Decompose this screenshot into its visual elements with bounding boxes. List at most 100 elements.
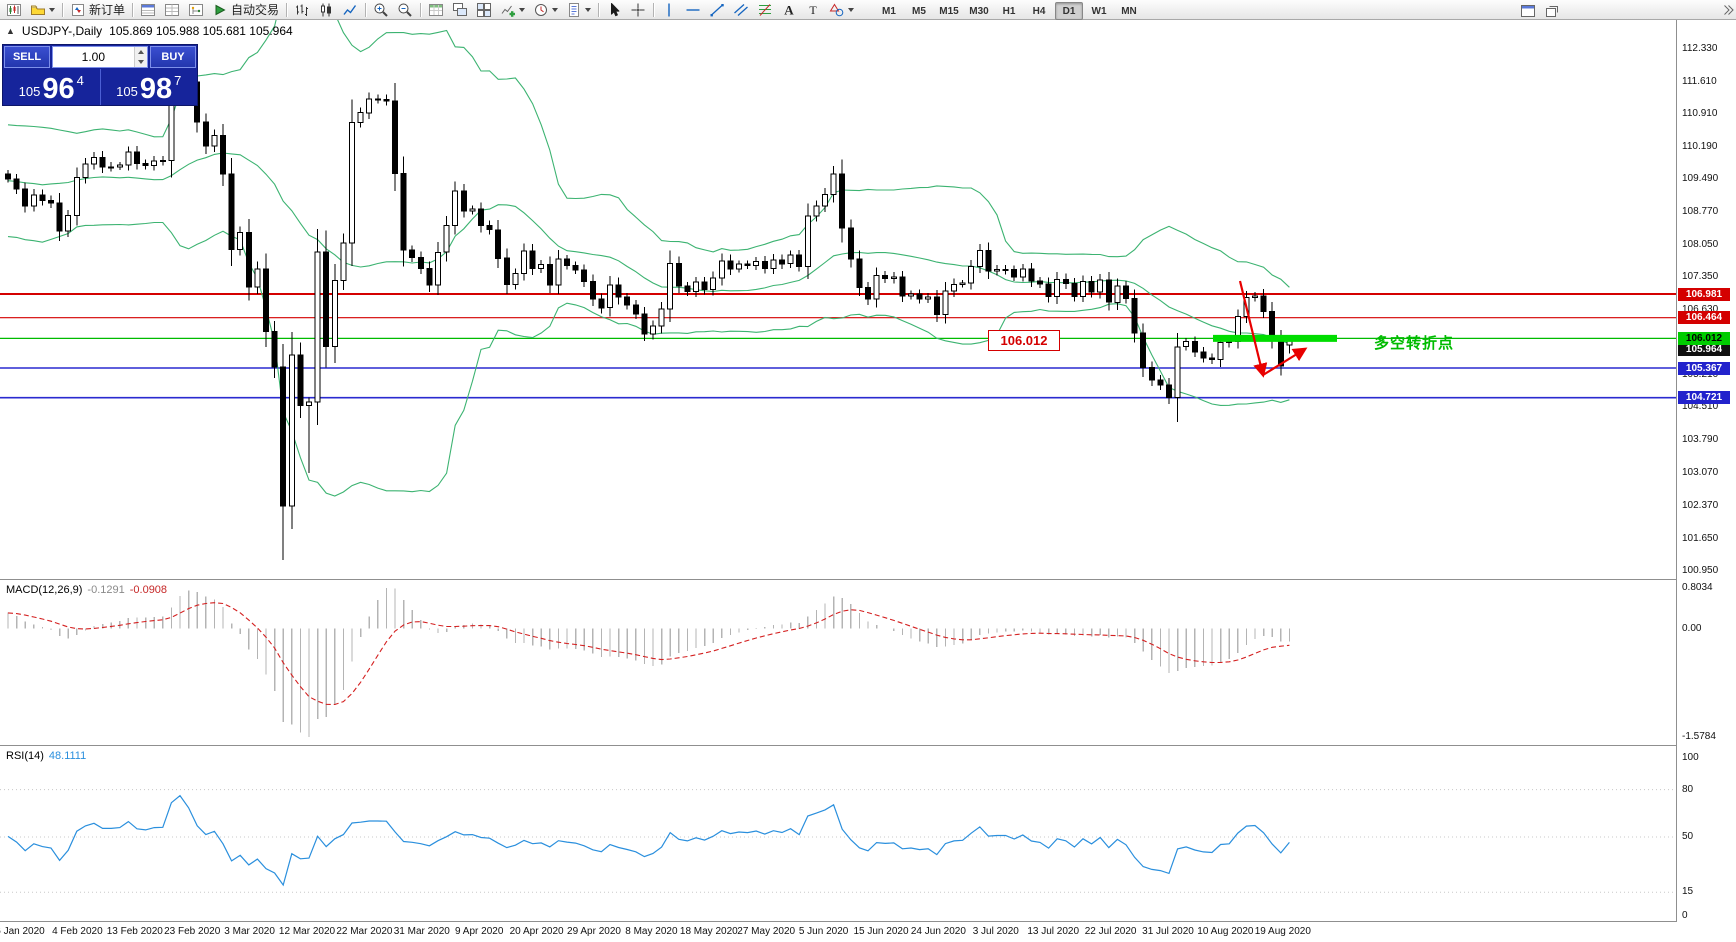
macd-axis-label: -1.5784 [1682,731,1716,742]
lot-spinner [133,47,147,67]
trendline-tool-button[interactable] [705,0,729,20]
profiles-button[interactable] [26,0,59,20]
overflow-chevron-icon [1724,5,1734,15]
horizontal-line-tool-button[interactable] [681,0,705,20]
symbol-period-label: USDJPY-,Daily [21,24,103,38]
macd-panel[interactable] [0,580,1676,745]
lot-size-field [52,46,148,68]
line-chart-icon [343,4,357,15]
timeframe-w1-button[interactable]: W1 [1091,5,1107,17]
new-chart-button[interactable] [2,0,26,20]
sell-button[interactable]: SELL [4,46,50,68]
price-callout[interactable]: 106.012 [988,330,1060,351]
tile-windows-button[interactable] [472,0,496,20]
rsi-axis-label: 80 [1682,783,1694,795]
periods-icon [535,3,548,16]
date-label: 13 Feb 2020 [106,926,163,937]
panel-separator[interactable] [0,579,1736,580]
collapse-panel-icon[interactable]: ▲ [6,26,15,36]
market-watch-button[interactable] [136,0,160,20]
turning-point-label[interactable]: 多空转折点 [1374,335,1455,352]
new-order-icon [72,3,84,16]
strategy-tester-button[interactable] [424,0,448,20]
vertical-line-tool-button[interactable] [657,0,681,20]
dock-window-button[interactable] [1516,1,1540,21]
timeframe-m30-button[interactable]: M30 [969,5,989,17]
price-line-label: 106.464 [1678,311,1730,325]
ohlc-values: 105.869 105.988 105.681 105.964 [109,24,293,38]
chart-title: ▲ USDJPY-,Daily 105.869 105.988 105.681 … [6,24,293,38]
buy-button[interactable]: BUY [150,46,196,68]
rsi-panel[interactable] [0,746,1676,921]
periods-button[interactable] [529,0,562,20]
autotrading-button[interactable]: 自动交易 [208,0,283,20]
price-axis[interactable]: 112.330 111.610 110.910 110.190 109.490 108.7… [1676,20,1736,922]
data-window-button[interactable] [160,0,184,20]
bars-chart-icon [296,4,309,16]
buy-price-button[interactable]: 105 98 7 [101,69,198,105]
lot-decrease-button[interactable] [134,57,147,67]
date-label: 4 Feb 2020 [52,926,103,937]
market-watch-icon [141,3,156,16]
toolbar-separator [598,2,600,17]
indicators-button[interactable] [496,0,529,20]
label-tool-button[interactable]: T [801,0,825,20]
timeframe-toolbar: M1 M5 M15 M30 H1 H4 D1 W1 MN [874,1,1144,20]
autotrading-icon [215,4,226,15]
indicators-icon [501,5,516,17]
crosshair-tool-button[interactable] [626,0,650,20]
navigator-icon [189,3,204,16]
dropdown-caret-icon [848,7,855,12]
timeframe-mn-button[interactable]: MN [1121,5,1137,17]
new-order-button[interactable]: 新订单 [66,0,129,20]
line-chart-mode-button[interactable] [338,0,362,20]
arrange-windows-button[interactable] [448,0,472,20]
timeframe-h4-button[interactable]: H4 [1032,5,1046,17]
panel-separator[interactable] [0,745,1736,746]
timeframe-m1-button[interactable]: M1 [882,5,896,17]
toolbar-overflow[interactable] [1720,2,1736,23]
toolbar-button-label: 自动交易 [231,3,280,17]
navigator-button[interactable] [184,0,208,20]
date-label: 3 Mar 2020 [224,926,275,937]
svg-text:A: A [784,2,794,17]
rsi-axis-label: 0 [1682,910,1688,921]
date-label: 27 May 2020 [737,926,796,937]
text-tool-button[interactable]: A [777,0,801,20]
timeframe-h1-button[interactable]: H1 [1002,5,1016,17]
bar-chart-mode-button[interactable] [290,0,314,20]
toolbar-separator [132,2,134,17]
one-click-trading-panel: SELL BUY 105 96 4 105 98 7 [2,44,198,106]
timeframe-m15-button[interactable]: M15 [939,5,959,17]
candle-chart-mode-button[interactable] [314,0,338,20]
rsi-axis-label: 50 [1682,831,1694,842]
arrows-tool-button[interactable] [825,0,858,20]
price-tick: 106.630 [1682,304,1719,316]
sell-price-button[interactable]: 105 96 4 [3,69,100,105]
price-chart[interactable] [0,20,1676,579]
timeframe-m5-button[interactable]: M5 [912,5,926,17]
panel-separator[interactable] [0,921,1736,922]
lot-size-input[interactable] [53,47,134,67]
price-tick: 108.770 [1682,205,1719,217]
price-line-label: 106.981 [1678,287,1730,301]
time-axis[interactable]: 6 Jan 2020 4 Feb 2020 13 Feb 2020 23 Feb 20… [0,922,1676,942]
vline-icon [668,3,670,16]
date-label: 8 May 2020 [625,926,678,937]
price-tick: 103.790 [1682,434,1719,446]
templates-button[interactable] [562,0,595,20]
arrange-icon [453,2,468,16]
zoom-in-button[interactable] [369,0,393,20]
channel-tool-button[interactable] [729,0,753,20]
fibonacci-tool-button[interactable] [753,0,777,20]
date-label: 31 Mar 2020 [393,926,450,937]
zoom-out-button[interactable] [393,0,417,20]
window-toolbar [1516,1,1564,21]
lot-increase-button[interactable] [134,47,147,57]
svg-text:T: T [809,3,817,17]
date-label: 10 Aug 2020 [1197,926,1254,937]
cursor-tool-button[interactable] [602,0,626,20]
timeframe-d1-button[interactable]: D1 [1055,2,1083,20]
float-window-button[interactable] [1540,1,1564,21]
toolbar-button-label: 新订单 [89,3,126,17]
